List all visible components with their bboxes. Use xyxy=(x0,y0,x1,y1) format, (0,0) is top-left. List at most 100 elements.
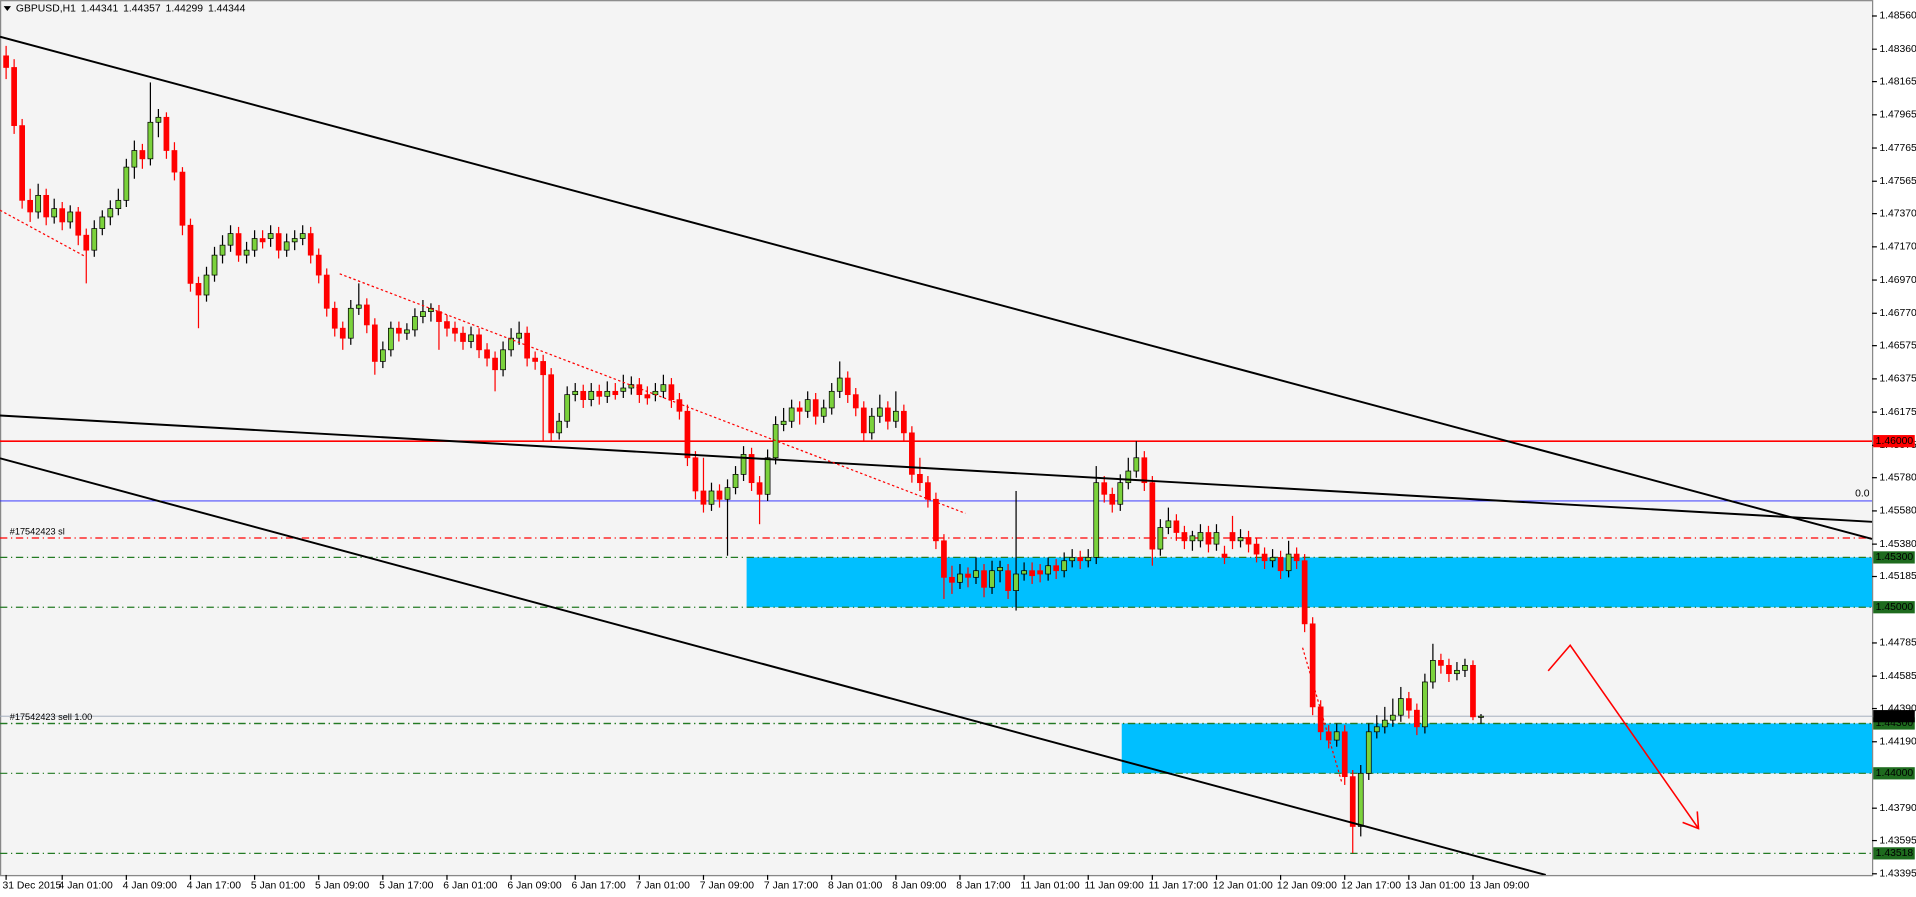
candle-body xyxy=(660,384,667,392)
candle-body xyxy=(828,390,835,409)
candle-body xyxy=(1165,520,1172,528)
candle-body xyxy=(804,399,811,412)
x-tick-label: 4 Jan 17:00 xyxy=(187,881,241,892)
candle-body xyxy=(973,570,979,578)
candle-body xyxy=(211,254,218,276)
candle-body xyxy=(203,274,210,296)
candle-body xyxy=(604,390,611,397)
x-tick-label: 12 Jan 01:00 xyxy=(1213,881,1273,892)
order-label: #17542423 sl xyxy=(10,526,65,536)
y-tick-label: 1.45185 xyxy=(1879,571,1916,582)
price-badge-label: 1.45300 xyxy=(1876,552,1914,563)
candle-body xyxy=(1205,532,1212,545)
over-layer: 1.48560 1.48360 1.48165 1.47965 1.47765 1.475… xyxy=(0,11,1916,892)
candle-body xyxy=(1029,570,1035,577)
candle-body xyxy=(548,374,555,434)
candle-body xyxy=(532,357,538,362)
candle-body xyxy=(291,238,298,243)
menu-triangle[interactable] xyxy=(3,6,11,12)
candle-body xyxy=(1045,565,1051,575)
candle-body xyxy=(1157,527,1164,550)
candle-body xyxy=(59,208,66,223)
candle-body xyxy=(131,150,138,168)
candle-body xyxy=(965,573,971,578)
candle-body xyxy=(75,211,82,236)
candle-body xyxy=(115,199,122,210)
price-badge xyxy=(1873,767,1915,780)
candle-body xyxy=(388,327,394,351)
candle-body xyxy=(1021,570,1027,575)
candle-body xyxy=(740,454,747,475)
x-tick-label: 5 Jan 17:00 xyxy=(379,881,433,892)
candle-body xyxy=(331,307,338,329)
candle-body xyxy=(1181,532,1188,542)
candle-body xyxy=(1229,532,1236,542)
candle-body xyxy=(997,567,1003,572)
candle-body xyxy=(339,327,346,339)
x-tick-label: 11 Jan 17:00 xyxy=(1149,881,1208,892)
candle-body xyxy=(668,384,675,401)
price-badge-label: 1.45000 xyxy=(1876,602,1914,613)
x-tick-label: 6 Jan 17:00 xyxy=(572,881,626,892)
candle-body xyxy=(1013,573,1019,591)
candle-body xyxy=(540,361,547,376)
x-tick-label: 6 Jan 01:00 xyxy=(443,881,497,892)
x-tick-label: 8 Jan 09:00 xyxy=(892,881,946,892)
candle-body xyxy=(1077,557,1084,562)
candle-body xyxy=(564,394,571,422)
candle-body xyxy=(315,254,322,276)
y-tick-label: 1.47565 xyxy=(1879,176,1916,187)
candle-body xyxy=(428,307,434,312)
candle-body xyxy=(836,377,843,392)
y-tick-label: 1.47765 xyxy=(1879,143,1916,154)
candle-body xyxy=(1357,772,1364,827)
candle-body xyxy=(1285,553,1292,572)
candle-body xyxy=(1462,664,1468,671)
candle-body xyxy=(251,238,258,251)
candle-body xyxy=(35,194,42,213)
candle-body xyxy=(83,234,90,251)
candle-body xyxy=(788,407,795,422)
candle-body xyxy=(860,407,867,434)
candle-body xyxy=(1085,557,1092,562)
candle-body xyxy=(676,399,683,412)
candle-body xyxy=(235,233,242,256)
candle-body xyxy=(1365,731,1372,774)
candle-body xyxy=(147,121,154,160)
x-tick-label: 4 Jan 09:00 xyxy=(123,881,177,892)
x-tick-label: 6 Jan 09:00 xyxy=(507,881,561,892)
candle-body xyxy=(852,394,859,409)
high-price: 1.44357 xyxy=(123,3,161,14)
candle-body xyxy=(949,576,955,583)
close-price: 1.44344 xyxy=(208,3,246,14)
candle-body xyxy=(876,407,883,417)
candle-body xyxy=(1237,537,1244,542)
candle-body xyxy=(684,410,691,459)
candle-body xyxy=(1381,719,1388,728)
candle-body xyxy=(981,570,987,588)
y-tick-label: 1.47170 xyxy=(1879,242,1916,253)
candle-body xyxy=(933,498,939,542)
y-tick-label: 1.43595 xyxy=(1879,835,1916,846)
y-tick-label: 1.43395 xyxy=(1879,869,1916,880)
candle-body xyxy=(612,390,619,396)
candle-body xyxy=(1061,560,1068,572)
y-tick-label: 1.43790 xyxy=(1879,803,1916,814)
candle-body xyxy=(227,233,234,246)
candle-body xyxy=(1117,482,1124,505)
candle-body xyxy=(868,415,875,434)
candle-body xyxy=(1069,557,1076,562)
price-badge xyxy=(1873,435,1915,448)
x-tick-label: 4 Jan 01:00 xyxy=(59,881,113,892)
candle-body xyxy=(355,304,362,309)
candle-body xyxy=(989,570,995,588)
candle-body xyxy=(1149,482,1156,550)
candle-body xyxy=(1173,520,1180,533)
candle-body xyxy=(580,390,587,401)
price-badge-label: 1.44000 xyxy=(1876,768,1914,779)
candle-body xyxy=(700,490,707,505)
y-tick-label: 1.46970 xyxy=(1879,275,1916,286)
candle-body xyxy=(259,238,266,243)
x-tick-label: 7 Jan 09:00 xyxy=(700,881,754,892)
